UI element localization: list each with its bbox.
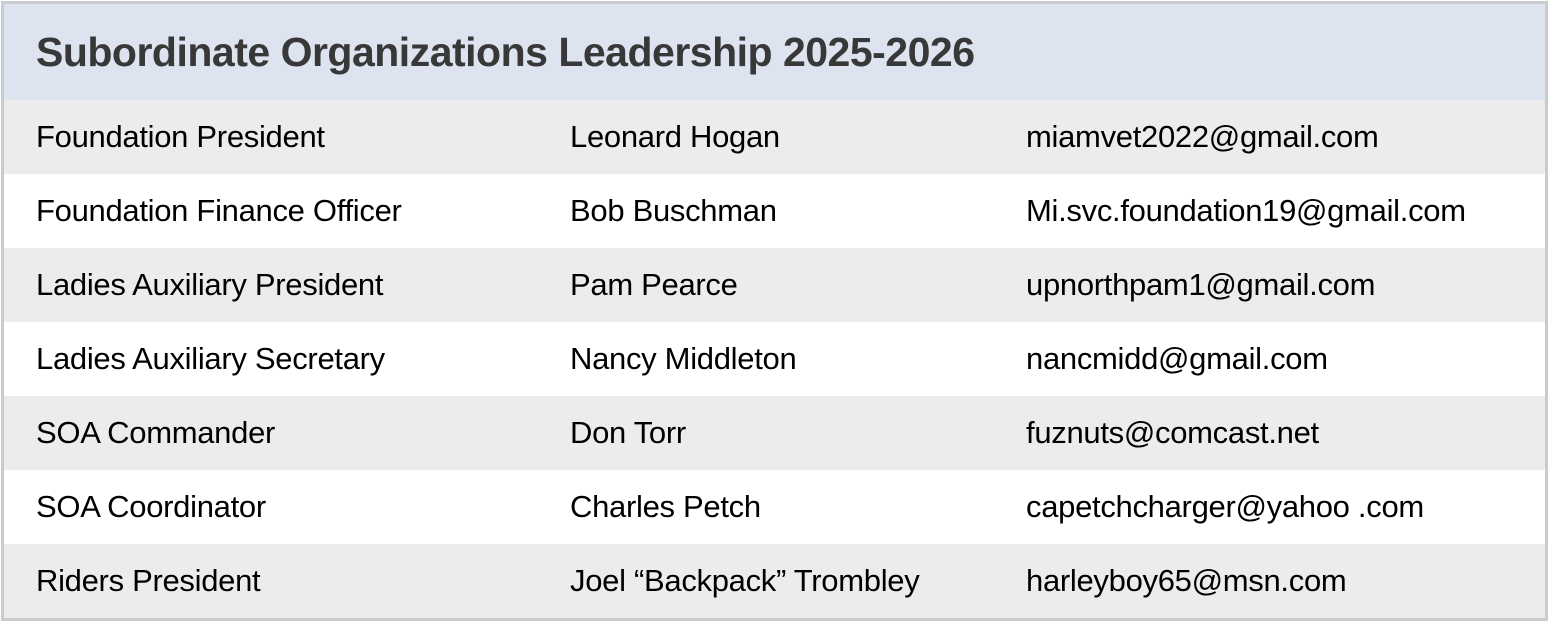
name-cell: Leonard Hogan xyxy=(570,119,780,154)
email-cell: upnorthpam1@gmail.com xyxy=(1026,267,1376,302)
email-cell: miamvet2022@gmail.com xyxy=(1026,119,1379,154)
table-row: Ladies Auxiliary President Pam Pearce up… xyxy=(4,248,1545,322)
table-row: Ladies Auxiliary Secretary Nancy Middlet… xyxy=(4,322,1545,396)
email-cell: nancmidd@gmail.com xyxy=(1026,341,1328,376)
role-cell: Foundation Finance Officer xyxy=(36,193,402,228)
role-cell: Riders President xyxy=(36,563,261,598)
page-title: Subordinate Organizations Leadership 202… xyxy=(36,28,975,75)
table-title-bar: Subordinate Organizations Leadership 202… xyxy=(4,4,1545,100)
name-cell: Don Torr xyxy=(570,415,686,450)
name-cell: Pam Pearce xyxy=(570,267,738,302)
role-cell: Ladies Auxiliary President xyxy=(36,267,384,302)
table-row: Foundation President Leonard Hogan miamv… xyxy=(4,100,1545,174)
name-cell: Bob Buschman xyxy=(570,193,777,228)
role-cell: Ladies Auxiliary Secretary xyxy=(36,341,385,376)
name-cell: Joel “Backpack” Trombley xyxy=(570,563,920,598)
table-row: SOA Commander Don Torr fuznuts@comcast.n… xyxy=(4,396,1545,470)
table-row: SOA Coordinator Charles Petch capetchcha… xyxy=(4,470,1545,544)
email-cell: Mi.svc.foundation19@gmail.com xyxy=(1026,193,1466,228)
name-cell: Nancy Middleton xyxy=(570,341,797,376)
role-cell: SOA Commander xyxy=(36,415,276,450)
table-row: Riders President Joel “Backpack” Tromble… xyxy=(4,544,1545,618)
email-cell: harleyboy65@msn.com xyxy=(1026,563,1347,598)
email-cell: fuznuts@comcast.net xyxy=(1026,415,1319,450)
name-cell: Charles Petch xyxy=(570,489,761,524)
role-cell: Foundation President xyxy=(36,119,325,154)
email-cell: capetchcharger@yahoo .com xyxy=(1026,489,1424,524)
role-cell: SOA Coordinator xyxy=(36,489,266,524)
table-body: Foundation President Leonard Hogan miamv… xyxy=(4,100,1545,618)
table-row: Foundation Finance Officer Bob Buschman … xyxy=(4,174,1545,248)
